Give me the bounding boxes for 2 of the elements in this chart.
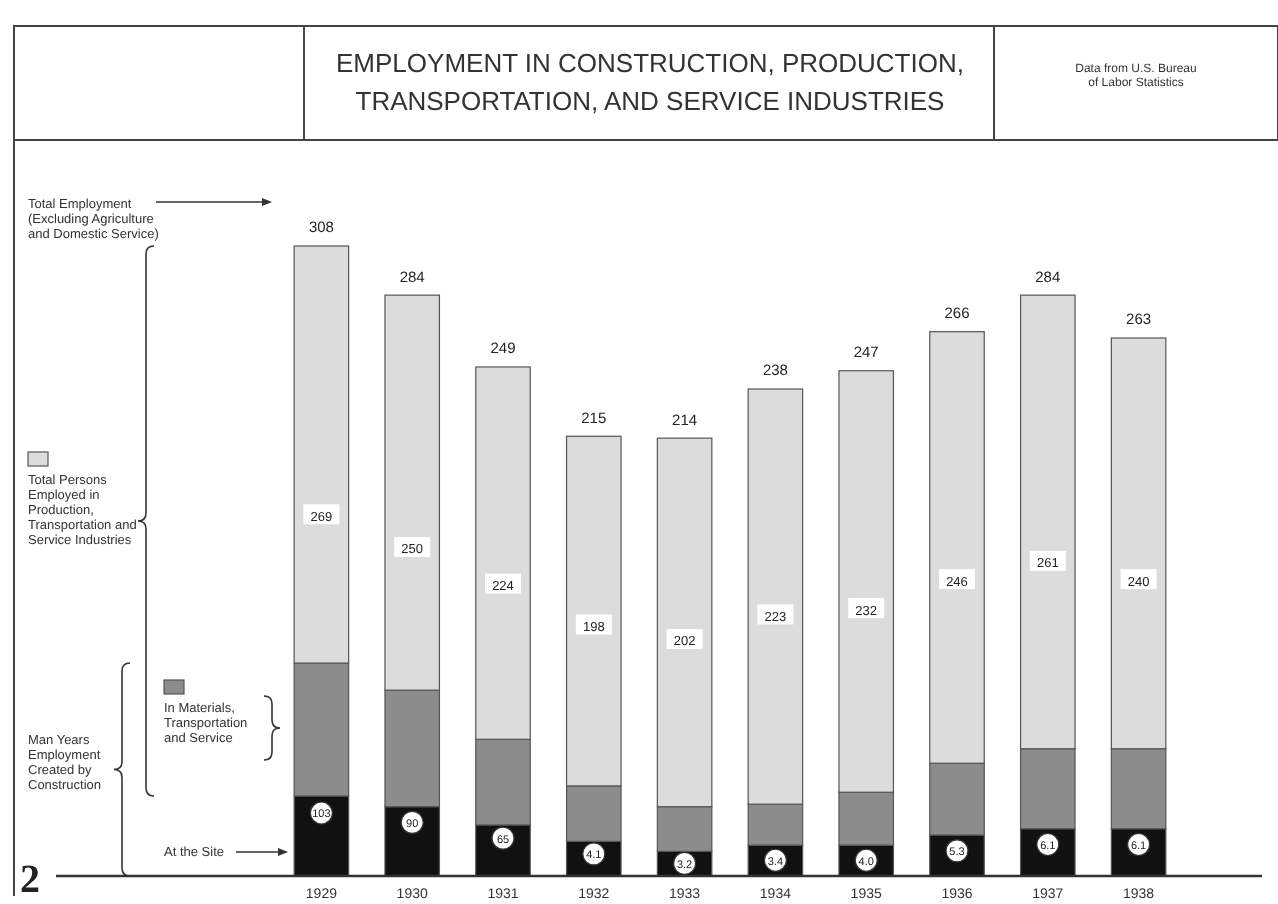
chart-title: EMPLOYMENT IN CONSTRUCTION, PRODUCTION, TRANSPORTATION, AND SERVICE INDUSTRIES — [336, 48, 964, 116]
text: 2 — [20, 858, 40, 902]
